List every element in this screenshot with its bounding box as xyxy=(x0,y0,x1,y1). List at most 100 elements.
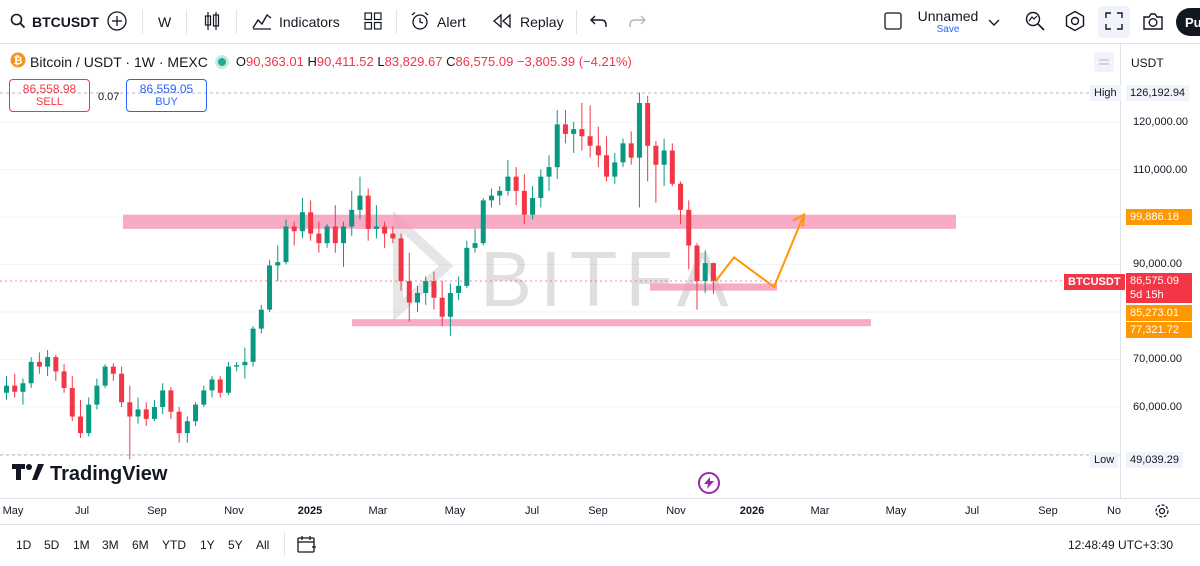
sell-price: 86,558.98 xyxy=(22,82,77,96)
layout-dropdown-button[interactable] xyxy=(988,0,1000,44)
time-tick: Sep xyxy=(1038,505,1058,517)
alarm-clock-icon xyxy=(410,11,430,34)
range-1y[interactable]: 1Y xyxy=(200,538,215,552)
replay-button[interactable]: Replay xyxy=(492,0,564,44)
candle-body xyxy=(61,371,67,388)
last-price-tag: 86,575.09 5d 15h xyxy=(1126,273,1192,303)
candle-body xyxy=(291,226,297,232)
candle-body xyxy=(620,143,626,163)
tradingview-logo[interactable]: TradingView xyxy=(12,463,167,486)
go-to-date-button[interactable] xyxy=(297,535,317,558)
snapshot-button[interactable] xyxy=(1142,0,1164,44)
candle-body xyxy=(299,212,305,232)
candle-body xyxy=(710,263,716,281)
quick-search-button[interactable] xyxy=(1024,0,1046,44)
high-tag-label: High xyxy=(1090,85,1121,101)
candle-body xyxy=(184,421,190,434)
sell-label: SELL xyxy=(36,96,63,108)
low-tag-label: Low xyxy=(1090,452,1119,468)
search-icon xyxy=(10,13,26,32)
candle-body xyxy=(546,167,552,177)
calendar-icon xyxy=(297,536,317,557)
time-tick: Mar xyxy=(368,505,388,517)
range-5d[interactable]: 5D xyxy=(44,538,60,552)
range-6m[interactable]: 6M xyxy=(132,538,149,552)
undo-button[interactable] xyxy=(590,0,608,44)
gear-icon xyxy=(1154,504,1170,523)
symbol-search-button[interactable]: BTCUSDT xyxy=(10,0,99,44)
axis-currency[interactable]: USDT xyxy=(1131,56,1164,70)
publish-button[interactable]: Pu xyxy=(1176,8,1200,36)
candle-body xyxy=(119,373,125,403)
chart-type-button[interactable] xyxy=(202,0,222,44)
svg-text:₿: ₿ xyxy=(14,55,23,67)
alert-button[interactable]: Alert xyxy=(410,0,466,44)
clock-timezone[interactable]: 12:48:49 UTC+3:30 xyxy=(1068,538,1174,552)
camera-icon xyxy=(1142,11,1164,34)
candle-body xyxy=(571,129,577,134)
time-tick: Nov xyxy=(666,505,686,517)
magnifier-chart-icon xyxy=(1024,10,1046,35)
time-tick: Mar xyxy=(810,505,830,517)
candle-body xyxy=(415,293,420,303)
range-5y[interactable]: 5Y xyxy=(228,538,243,552)
candle-body xyxy=(645,103,651,146)
range-1m[interactable]: 1M xyxy=(73,538,90,552)
price-zone[interactable] xyxy=(352,319,871,327)
candle-body xyxy=(341,226,347,244)
range-all[interactable]: All xyxy=(256,538,270,552)
price-zone[interactable] xyxy=(123,214,956,229)
projection-path[interactable] xyxy=(715,212,806,289)
zone-mid-tag: 85,273.01 xyxy=(1126,305,1192,321)
range-3m[interactable]: 3M xyxy=(102,538,119,552)
redo-button[interactable] xyxy=(628,0,646,44)
price-tick: 70,000.00 xyxy=(1133,353,1182,365)
range-1d[interactable]: 1D xyxy=(16,538,32,552)
layout-save-label: Save xyxy=(936,24,960,35)
candle-body xyxy=(398,238,404,282)
candle-body xyxy=(513,176,519,191)
projection-line[interactable] xyxy=(715,214,805,289)
legend-title: Bitcoin / USDT · 1W · MEXC xyxy=(30,53,208,70)
layout-name: Unnamed xyxy=(917,8,979,24)
templates-button[interactable] xyxy=(364,0,382,44)
interval-button[interactable]: W xyxy=(158,0,171,44)
fullscreen-button[interactable] xyxy=(1098,6,1130,38)
chart-settings-mini[interactable] xyxy=(1094,52,1114,72)
promo-badge-icon[interactable] xyxy=(698,472,720,494)
time-tick: Sep xyxy=(588,505,608,517)
layout-grid-icon xyxy=(364,11,382,33)
candle-body xyxy=(193,404,199,422)
settings-button[interactable] xyxy=(1064,0,1086,44)
time-tick: 2025 xyxy=(297,505,323,517)
range-ytd[interactable]: YTD xyxy=(162,538,186,552)
bar-countdown: 5d 15h xyxy=(1130,289,1164,301)
chart-legend: ₿ Bitcoin / USDT · 1W · MEXC O90,363.01 … xyxy=(10,52,632,71)
candle-body xyxy=(127,402,133,417)
chart-canvas[interactable]: BITFA xyxy=(0,44,1120,498)
candle-body xyxy=(316,233,322,244)
candle-body xyxy=(587,136,593,146)
layout-checkbox[interactable] xyxy=(884,0,902,44)
candle-body xyxy=(538,176,544,198)
time-tick: Sep xyxy=(147,505,167,517)
candle-body xyxy=(439,297,445,317)
symbol-label: BTCUSDT xyxy=(32,14,99,30)
candle-body xyxy=(636,103,642,158)
time-axis[interactable] xyxy=(0,498,1200,524)
layout-name-button[interactable]: Unnamed Save xyxy=(916,0,980,44)
candle-body xyxy=(686,209,692,246)
candle-body xyxy=(604,155,610,177)
price-axis[interactable]: USDT xyxy=(1120,44,1200,498)
tv-logo-icon xyxy=(12,463,44,486)
candle-body xyxy=(143,409,149,419)
sell-button[interactable]: 86,558.98 SELL xyxy=(9,79,90,112)
checkbox-icon xyxy=(884,11,902,33)
time-axis-settings-button[interactable] xyxy=(1154,503,1170,524)
buy-button[interactable]: 86,559.05 BUY xyxy=(126,79,207,112)
candle-body xyxy=(94,385,100,405)
compare-button[interactable] xyxy=(106,0,128,44)
candle-body xyxy=(456,285,462,293)
indicators-button[interactable]: Indicators xyxy=(252,0,340,44)
candle-body xyxy=(562,124,568,134)
